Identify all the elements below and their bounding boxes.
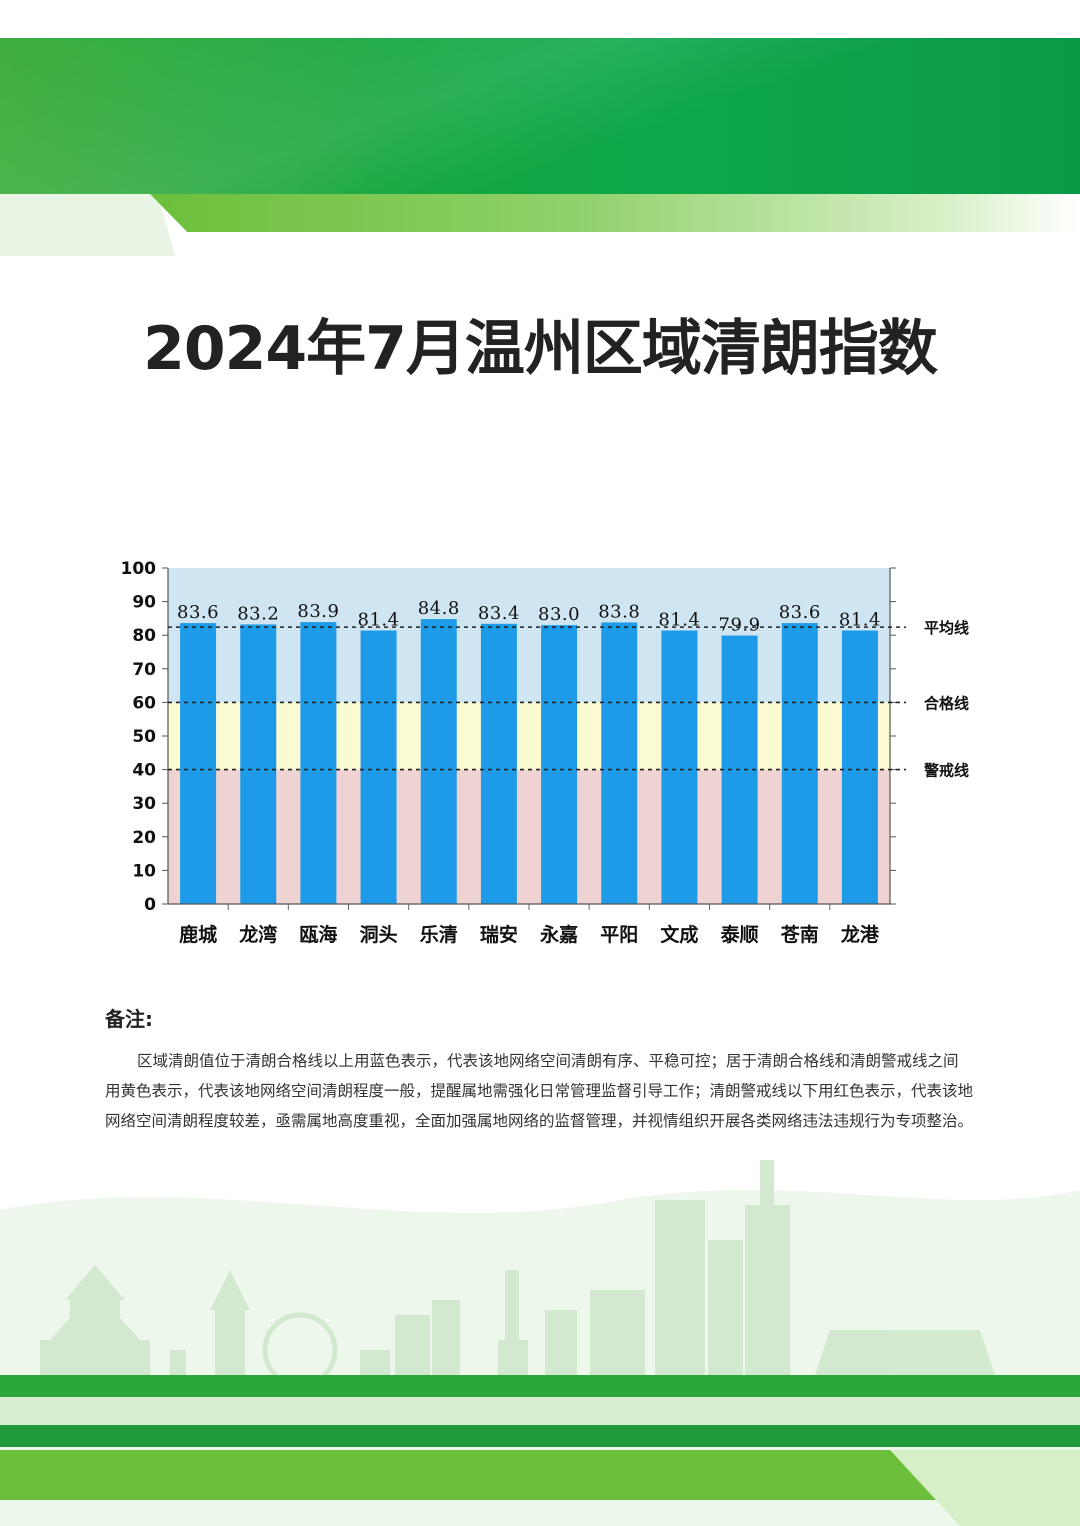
y-tick-label-0: 0 (144, 895, 156, 915)
bar-龙港 (841, 630, 878, 904)
y-tick-label-10: 10 (132, 861, 156, 881)
data-label-乐清: 84.8 (418, 598, 460, 619)
y-tick-label-90: 90 (132, 593, 156, 613)
banner-wedge (0, 194, 175, 256)
data-label-泰顺: 79.9 (719, 615, 761, 636)
x-tick-label-洞头: 洞头 (360, 924, 398, 946)
reference-label-1: 合格线 (923, 694, 969, 712)
page-title: 2024年7月温州区域清朗指数 (143, 314, 938, 384)
bar-瑞安 (480, 623, 517, 904)
x-tick-label-乐清: 乐清 (420, 923, 458, 946)
x-tick-label-龙港: 龙港 (841, 923, 880, 946)
data-label-平阳: 83.8 (598, 601, 640, 622)
data-label-鹿城: 83.6 (177, 602, 219, 623)
chart-band-0 (168, 568, 890, 703)
notes-heading: 备注: (105, 1007, 153, 1031)
y-tick-label-50: 50 (132, 727, 156, 747)
reference-label-0: 平均线 (924, 619, 969, 637)
y-tick-label-30: 30 (132, 794, 156, 814)
data-label-永嘉: 83.0 (538, 604, 580, 625)
data-label-瑞安: 83.4 (478, 603, 520, 624)
bar-苍南 (781, 623, 818, 904)
x-tick-label-龙湾: 龙湾 (239, 923, 277, 946)
chart-band-2 (168, 769, 890, 904)
reference-label-2: 警戒线 (923, 762, 969, 780)
y-tick-label-100: 100 (121, 559, 157, 579)
bar-乐清 (420, 619, 457, 904)
x-tick-label-苍南: 苍南 (780, 923, 819, 946)
data-label-龙港: 81.4 (839, 609, 881, 630)
y-tick-label-60: 60 (132, 693, 156, 713)
data-label-苍南: 83.6 (779, 602, 821, 623)
data-label-龙湾: 83.2 (237, 603, 279, 624)
bar-瓯海 (300, 622, 337, 904)
bar-洞头 (360, 630, 397, 904)
x-tick-label-永嘉: 永嘉 (539, 923, 578, 946)
x-tick-label-瓯海: 瓯海 (299, 923, 337, 946)
bar-鹿城 (180, 623, 217, 904)
bar-永嘉 (541, 625, 578, 904)
x-tick-label-泰顺: 泰顺 (720, 923, 759, 946)
bar-chart: 83.6 83.2 83.9 81.4 84.8 83.4 83.0 83.8 81.4 79.9… (121, 559, 970, 946)
data-label-洞头: 81.4 (358, 609, 400, 630)
banner-lower-stripe (150, 194, 1080, 232)
x-tick-label-平阳: 平阳 (600, 924, 638, 946)
bar-平阳 (601, 622, 638, 904)
data-label-瓯海: 83.9 (297, 601, 339, 622)
x-tick-label-鹿城: 鹿城 (179, 923, 217, 946)
bar-文成 (661, 630, 698, 904)
x-tick-label-瑞安: 瑞安 (480, 923, 518, 946)
y-tick-label-80: 80 (132, 626, 156, 646)
banner-highlight (0, 38, 1080, 194)
chart-band-1 (168, 702, 890, 770)
y-tick-label-20: 20 (132, 828, 156, 848)
notes-body: 区域清朗值位于清朗合格线以上用蓝色表示，代表该地网络空间清朗有序、平稳可控；居于… (105, 1052, 974, 1130)
y-tick-label-70: 70 (132, 660, 156, 680)
data-label-文成: 81.4 (658, 609, 700, 630)
x-tick-label-文成: 文成 (660, 923, 698, 946)
city-skyline-decoration (0, 1160, 1080, 1526)
y-tick-label-40: 40 (132, 761, 156, 781)
header-banner (0, 38, 1080, 194)
bar-龙湾 (240, 624, 277, 904)
